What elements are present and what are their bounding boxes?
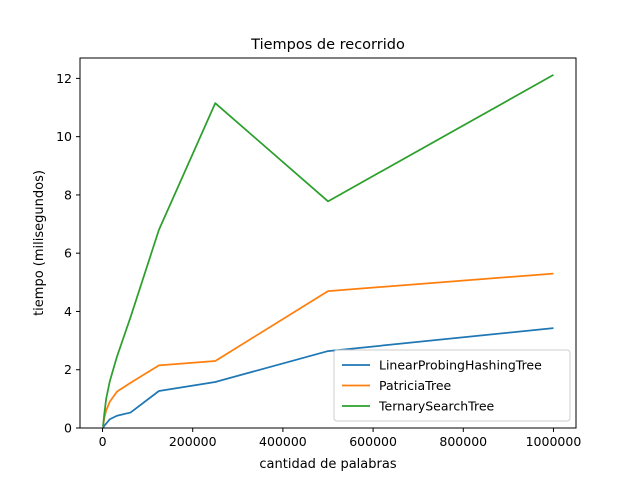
y-axis: 0 2 4 6 8 10 12 xyxy=(56,71,80,436)
legend: LinearProbingHashingTree PatriciaTree Tern… xyxy=(333,349,571,422)
x-tick-label: 400000 xyxy=(259,434,307,449)
plot-frame xyxy=(79,57,577,429)
chart-title: Tiempos de recorrido xyxy=(250,37,405,53)
x-axis: 0 200000 400000 600000 800000 1000000 xyxy=(99,428,582,449)
legend-label: PatriciaTree xyxy=(379,378,452,393)
legend-label: LinearProbingHashingTree xyxy=(379,358,542,373)
y-tick-label: 0 xyxy=(64,421,72,436)
y-tick-label: 8 xyxy=(64,187,72,202)
x-tick-label: 600000 xyxy=(349,434,397,449)
series-line-LinearProbingHashingTree xyxy=(102,327,554,429)
series-line-TernarySearchTree xyxy=(102,74,554,427)
y-tick-label: 4 xyxy=(64,304,72,319)
y-tick-label: 10 xyxy=(56,129,72,144)
y-tick-label: 6 xyxy=(64,246,72,261)
plot-area xyxy=(102,74,554,429)
x-tick-label: 0 xyxy=(99,434,107,449)
y-tick-label: 2 xyxy=(64,362,72,377)
x-axis-label: cantidad de palabras xyxy=(259,457,396,472)
x-tick-label: 1000000 xyxy=(526,434,582,449)
y-axis-label: tiempo (milisegundos) xyxy=(32,170,47,316)
legend-label: TernarySearchTree xyxy=(378,399,495,414)
y-tick-label: 12 xyxy=(56,71,72,86)
x-tick-label: 200000 xyxy=(169,434,217,449)
x-tick-label: 800000 xyxy=(439,434,487,449)
legend-box xyxy=(333,349,571,422)
